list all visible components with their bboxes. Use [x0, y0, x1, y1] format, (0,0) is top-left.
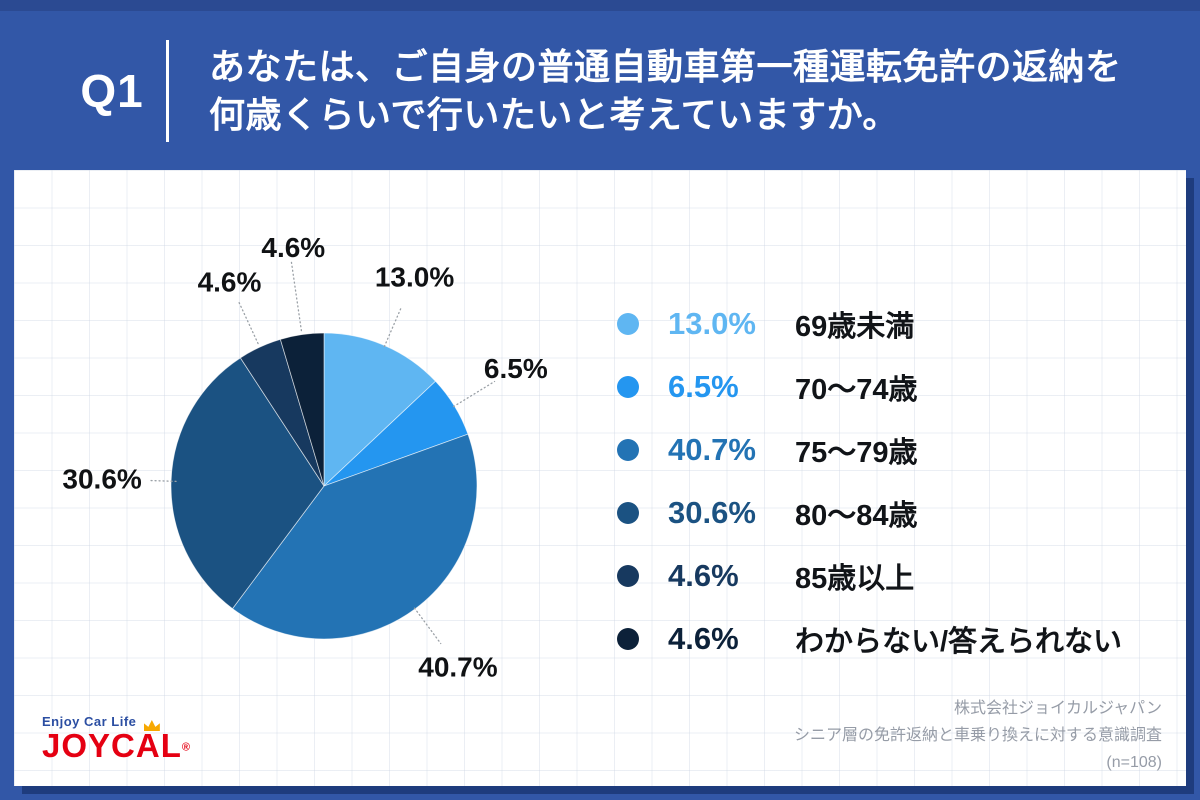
header-divider	[166, 39, 169, 142]
legend-dot-0	[617, 313, 639, 335]
leader-line-5	[290, 259, 303, 332]
logo-tagline: Enjoy Car Life	[42, 714, 137, 729]
legend-item-0: 13.0% 69歳未満	[617, 302, 1122, 346]
source-line-1: シニア層の免許返納と車乗り換えに対する意識調査	[793, 727, 1162, 744]
legend-dot-1	[617, 376, 639, 398]
legend-percent-0: 13.0%	[668, 306, 756, 341]
legend-dot-4	[617, 565, 639, 587]
legend-percent-2: 40.7%	[668, 432, 756, 467]
legend-label-5: わからない/答えられない	[795, 626, 1123, 658]
pie-percent-label-0: 13.0%	[375, 261, 454, 292]
pie-percent-label-5: 4.6%	[261, 232, 325, 263]
top-shadow-strip	[0, 0, 1200, 11]
legend-item-5: 4.6% わからない/答えられない	[617, 617, 1122, 661]
legend-dot-5	[617, 628, 639, 650]
pie-chart: 13.0% 6.5% 40.7% 30.6% 4.6%4.6%	[62, 232, 548, 682]
leader-line-4	[237, 299, 259, 345]
crown-icon	[143, 720, 160, 731]
pie-slice-5	[279, 332, 325, 487]
legend-dot-3	[617, 502, 639, 524]
legend: 13.0% 69歳未満 6.5% 70〜74歳 40.7% 75〜79歳 30.6% 80〜8…	[617, 302, 1122, 680]
legend-item-1: 6.5% 70〜74歳	[617, 365, 1122, 409]
leader-line-1	[452, 380, 496, 408]
legend-percent-1: 6.5%	[668, 369, 739, 404]
legend-percent-3: 30.6%	[668, 495, 756, 530]
registered-mark: ®	[181, 741, 190, 754]
logo-brand: JOYCAL	[42, 720, 182, 763]
question-line-1: あなたは、ご自身の普通自動車第一種運転免許の返納を	[209, 45, 1122, 87]
legend-item-2: 40.7% 75〜79歳	[617, 428, 1122, 472]
legend-label-0: 69歳未満	[795, 311, 915, 343]
legend-label-1: 70〜74歳	[795, 374, 918, 406]
question-line-2: 何歳くらいで行いたいと考えていますか。	[209, 93, 899, 135]
joycal-logo: Enjoy Car Life JOYCAL ®	[42, 714, 202, 776]
source-attribution: 株式会社ジョイカルジャパンシニア層の免許返納と車乗り換えに対する意識調査 (n=1…	[794, 695, 1162, 776]
pie-percent-label-3: 30.6%	[62, 464, 141, 495]
source-line-0: 株式会社ジョイカルジャパン	[953, 700, 1162, 717]
legend-percent-5: 4.6%	[668, 621, 739, 656]
legend-dot-2	[617, 439, 639, 461]
legend-item-3: 30.6% 80〜84歳	[617, 491, 1122, 535]
source-line-2: (n=108)	[1106, 754, 1162, 771]
chart-card: 13.0% 6.5% 40.7% 30.6% 4.6% 4.6% 13.0% 69歳未満 6.…	[14, 170, 1186, 786]
legend-label-4: 85歳以上	[795, 563, 915, 595]
question-number: Q1	[80, 64, 144, 117]
question-text: あなたは、ご自身の普通自動車第一種運転免許の返納を 何歳くらいで行いたいと考えて…	[209, 43, 1122, 139]
pie-percent-label-2: 40.7%	[418, 651, 497, 682]
leader-line-2	[413, 607, 442, 645]
question-header: Q1 あなたは、ご自身の普通自動車第一種運転免許の返納を 何歳くらいで行いたいと…	[0, 11, 1200, 170]
leader-line-3	[147, 479, 177, 483]
legend-item-4: 4.6% 85歳以上	[617, 554, 1122, 598]
legend-label-2: 75〜79歳	[795, 437, 918, 469]
leader-line-0	[383, 305, 403, 348]
pie-percent-label-4: 4.6%	[198, 266, 262, 297]
legend-percent-4: 4.6%	[668, 558, 739, 593]
legend-label-3: 80〜84歳	[795, 500, 918, 532]
pie-percent-label-1: 6.5%	[484, 353, 548, 384]
